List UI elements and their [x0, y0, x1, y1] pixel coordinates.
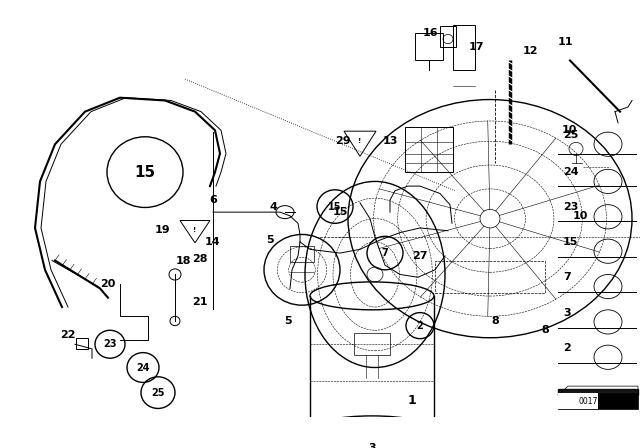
Text: 15: 15: [328, 202, 342, 211]
Bar: [415, 33, 443, 60]
Text: 24: 24: [563, 167, 579, 177]
Text: 15: 15: [134, 164, 156, 180]
Text: 28: 28: [192, 254, 208, 264]
Text: 16: 16: [422, 28, 438, 38]
Text: 25: 25: [563, 130, 579, 140]
Text: 24: 24: [136, 362, 150, 372]
Bar: [453, 25, 475, 70]
Text: 4: 4: [269, 202, 277, 211]
Text: 2: 2: [563, 343, 571, 353]
Text: 6: 6: [209, 195, 217, 205]
Text: 19: 19: [154, 225, 170, 235]
Text: 5: 5: [284, 316, 292, 326]
Text: 29: 29: [335, 137, 351, 146]
Bar: [290, 246, 314, 263]
Text: 8: 8: [491, 316, 499, 326]
Text: 23: 23: [103, 339, 116, 349]
Text: 3: 3: [563, 308, 571, 318]
Text: 8: 8: [541, 325, 549, 335]
Text: 11: 11: [557, 37, 573, 47]
Text: !: !: [358, 138, 362, 144]
Bar: [558, 392, 598, 409]
Text: 7: 7: [381, 248, 388, 258]
Bar: [405, 128, 453, 172]
Text: 00176346: 00176346: [579, 397, 618, 406]
Text: 1: 1: [408, 394, 417, 407]
Text: 17: 17: [468, 42, 484, 52]
Polygon shape: [558, 389, 638, 396]
Text: 18: 18: [175, 255, 191, 266]
Text: 27: 27: [412, 251, 428, 261]
Bar: [354, 333, 390, 355]
Text: 2: 2: [417, 321, 424, 331]
Text: 14: 14: [205, 237, 221, 247]
Bar: [558, 392, 638, 409]
Text: 10: 10: [572, 211, 588, 221]
Bar: [440, 26, 456, 47]
Text: !: !: [193, 227, 196, 233]
Bar: [76, 338, 88, 349]
Text: 23: 23: [563, 202, 579, 212]
Text: 10: 10: [562, 125, 577, 135]
Text: 15: 15: [332, 207, 348, 217]
Text: 22: 22: [60, 330, 76, 340]
Text: 7: 7: [563, 272, 571, 282]
Text: 5: 5: [266, 235, 274, 245]
Text: 13: 13: [382, 137, 397, 146]
Bar: [435, 261, 545, 293]
Text: 20: 20: [100, 279, 116, 289]
Text: 21: 21: [192, 297, 208, 307]
Text: 12: 12: [522, 46, 538, 56]
Text: 25: 25: [151, 388, 164, 398]
Text: 3: 3: [368, 444, 376, 448]
Text: 15: 15: [563, 237, 579, 247]
